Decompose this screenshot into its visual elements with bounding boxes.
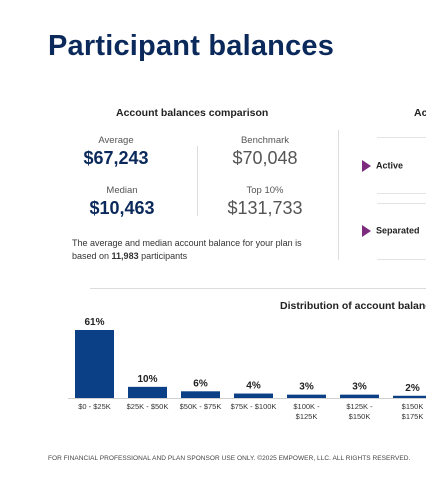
bar-value-label: 4% bbox=[246, 381, 261, 392]
bar-3 bbox=[234, 393, 273, 398]
category-label: $25K - $50K bbox=[127, 402, 169, 411]
page-title: Participant balances bbox=[48, 30, 335, 62]
section-divider bbox=[90, 288, 426, 289]
bar-0 bbox=[75, 330, 114, 398]
median-stat: Median $10,463 bbox=[67, 185, 177, 219]
benchmark-stat: Benchmark $70,048 bbox=[210, 135, 320, 169]
bar-value-label: 3% bbox=[352, 382, 367, 393]
category-label: $75K - $100K bbox=[231, 402, 277, 411]
distribution-chart: 61% $0 - $25K 10% $25K - $50K 6% $50K - $75K 4… bbox=[68, 317, 426, 421]
average-label: Average bbox=[98, 135, 134, 146]
bar-value-label: 3% bbox=[299, 382, 314, 393]
category-label: $125K - bbox=[346, 402, 373, 411]
bar-value-label: 61% bbox=[84, 317, 104, 328]
category-label: $150K bbox=[402, 402, 424, 411]
right-panel-title: Ac bbox=[414, 107, 426, 119]
bar-6 bbox=[393, 395, 426, 398]
participant-count: 11,983 bbox=[111, 251, 139, 261]
participant-note: The average and median account balance f… bbox=[72, 237, 327, 263]
status-item-separated[interactable]: Separated bbox=[362, 225, 420, 237]
bar-value-label: 6% bbox=[193, 378, 208, 389]
right-divider bbox=[377, 137, 426, 138]
benchmark-value: $70,048 bbox=[232, 148, 298, 168]
benchmark-label: Benchmark bbox=[240, 135, 290, 146]
category-label: $100K - bbox=[293, 402, 320, 411]
average-stat: Average $67,243 bbox=[61, 135, 171, 169]
status-label: Active bbox=[376, 160, 404, 171]
top10-stat: Top 10% $131,733 bbox=[210, 185, 320, 219]
median-value: $10,463 bbox=[89, 198, 155, 218]
chevron-right-icon bbox=[362, 160, 371, 172]
bar-4 bbox=[287, 394, 326, 398]
chevron-right-icon bbox=[362, 225, 371, 237]
right-divider bbox=[377, 203, 426, 204]
top10-value: $131,733 bbox=[227, 198, 303, 218]
top10-label: Top 10% bbox=[246, 185, 284, 196]
right-divider bbox=[377, 259, 426, 260]
stats-divider bbox=[197, 146, 198, 216]
status-label: Separated bbox=[376, 225, 420, 236]
average-value: $67,243 bbox=[83, 148, 149, 168]
category-label: $125K bbox=[296, 412, 318, 421]
comparison-title: Account balances comparison bbox=[116, 107, 269, 119]
distribution-title: Distribution of account balanc bbox=[280, 300, 426, 312]
right-divider bbox=[377, 193, 426, 194]
category-label: $150K bbox=[349, 412, 371, 421]
bar-value-label: 10% bbox=[137, 374, 157, 385]
panel-divider bbox=[338, 130, 339, 260]
category-label: $0 - $25K bbox=[78, 402, 111, 411]
footer-text: FOR FINANCIAL PROFESSIONAL AND PLAN SPON… bbox=[48, 455, 411, 462]
category-label: $50K - $75K bbox=[180, 402, 222, 411]
bar-2 bbox=[181, 391, 220, 398]
bar-5 bbox=[340, 394, 379, 398]
note-suffix: participants bbox=[138, 251, 188, 261]
note-prefix: The average and median account balance f… bbox=[72, 238, 302, 261]
category-label: $175K bbox=[402, 412, 424, 421]
median-label: Median bbox=[106, 185, 138, 196]
status-item-active[interactable]: Active bbox=[362, 160, 403, 172]
bar-1 bbox=[128, 386, 167, 398]
bar-value-label: 2% bbox=[405, 383, 420, 394]
